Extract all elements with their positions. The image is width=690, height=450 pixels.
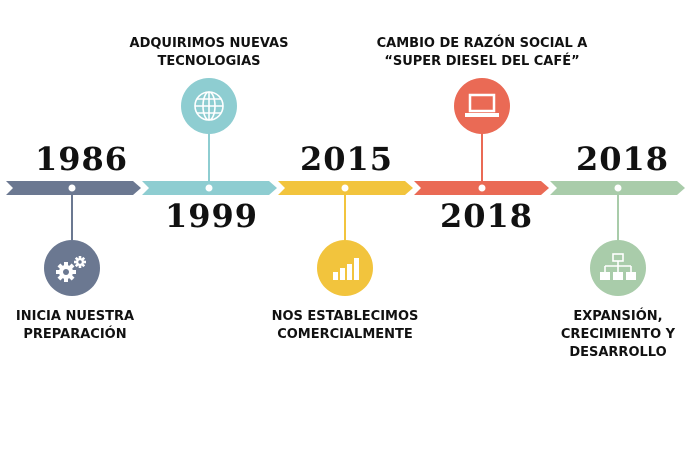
timeline-dot-5 bbox=[614, 184, 622, 192]
bar-chart-icon bbox=[333, 258, 359, 280]
gears-icon bbox=[56, 256, 86, 282]
caption-line: ADQUIRIMOS NUEVAS bbox=[129, 36, 289, 51]
icon-circle-4 bbox=[454, 78, 510, 134]
caption-line: CRECIMIENTO Y bbox=[560, 327, 676, 342]
year-label-2018-a: 2018 bbox=[440, 197, 534, 235]
laptop-icon bbox=[465, 93, 499, 117]
caption-line: CAMBIO DE RAZÓN SOCIAL A bbox=[376, 36, 588, 51]
caption-2018-a: CAMBIO DE RAZÓN SOCIAL A “SUPER DIESEL D… bbox=[367, 35, 597, 71]
year-label-2018-b: 2018 bbox=[576, 140, 670, 178]
caption-line: DESARROLLO bbox=[569, 345, 667, 360]
year-label-2015: 2015 bbox=[300, 140, 394, 178]
caption-line: EXPANSIÓN, bbox=[573, 309, 663, 324]
caption-line: “SUPER DIESEL DEL CAFÉ” bbox=[384, 54, 580, 69]
caption-line: PREPARACIÓN bbox=[23, 327, 127, 342]
timeline-dot-1 bbox=[68, 184, 76, 192]
year-label-1986: 1986 bbox=[35, 140, 129, 178]
caption-line: TECNOLOGIAS bbox=[157, 54, 261, 69]
timeline-dot-2 bbox=[205, 184, 213, 192]
caption-1999: ADQUIRIMOS NUEVAS TECNOLOGIAS bbox=[109, 35, 309, 71]
caption-line: NOS ESTABLECIMOS bbox=[271, 309, 419, 324]
caption-line: COMERCIALMENTE bbox=[277, 327, 413, 342]
globe-icon bbox=[194, 91, 224, 121]
timeline-dot-3 bbox=[341, 184, 349, 192]
caption-2018-b: EXPANSIÓN, CRECIMIENTO Y DESARROLLO bbox=[553, 308, 683, 362]
caption-line: INICIA NUESTRA bbox=[15, 309, 135, 324]
sitemap-icon bbox=[600, 253, 636, 280]
year-label-1999: 1999 bbox=[165, 197, 259, 235]
timeline-dot-4 bbox=[478, 184, 486, 192]
caption-2015: NOS ESTABLECIMOS COMERCIALMENTE bbox=[265, 308, 425, 344]
caption-1986: INICIA NUESTRA PREPARACIÓN bbox=[0, 308, 150, 344]
